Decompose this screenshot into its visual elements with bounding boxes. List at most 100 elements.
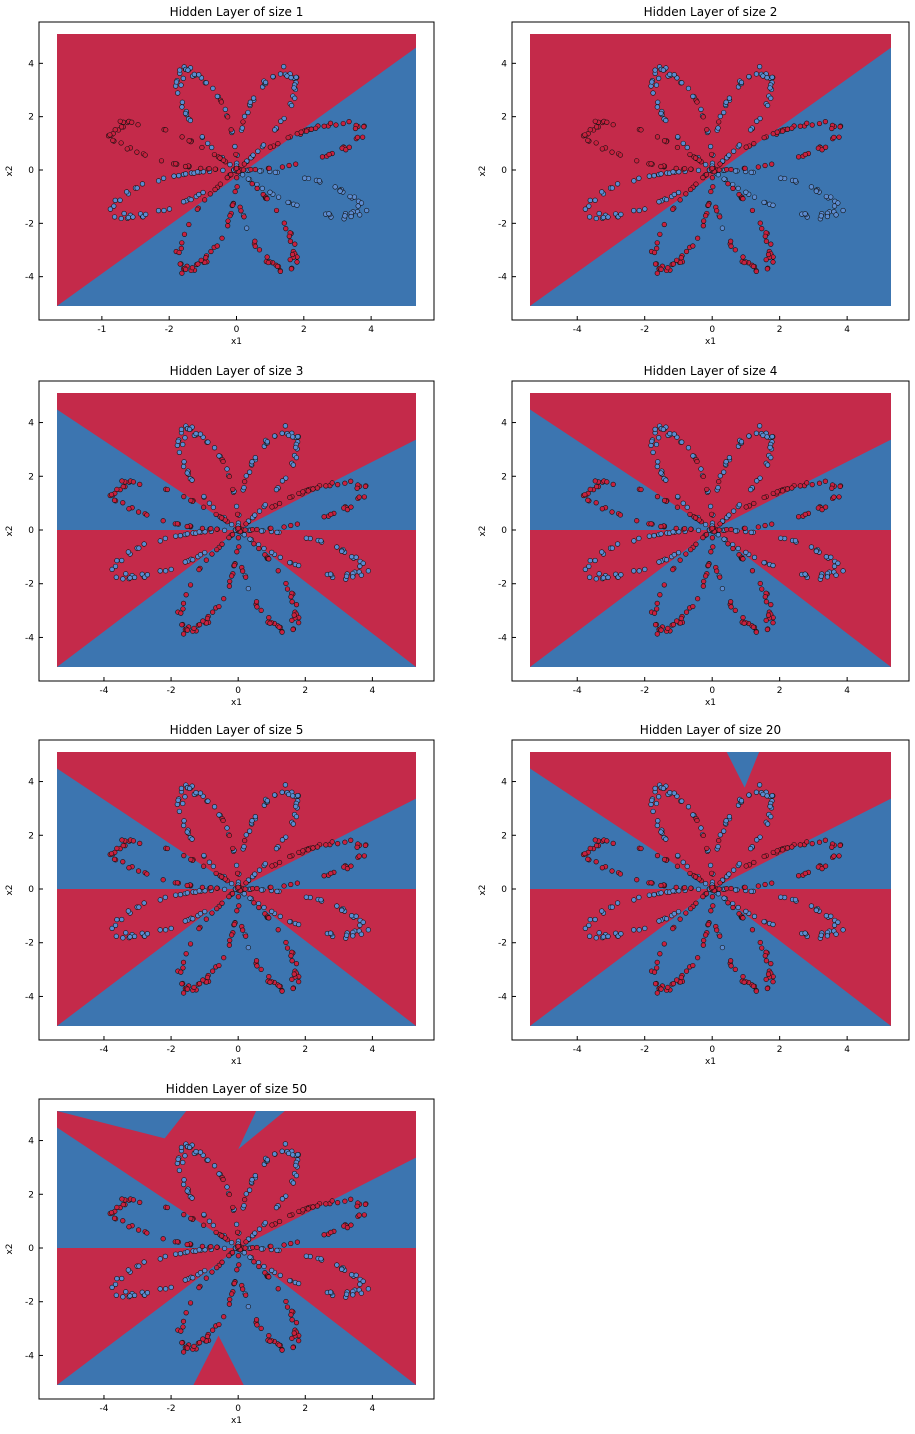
data-point: [615, 541, 621, 547]
data-point: [201, 852, 207, 859]
data-point: [296, 620, 302, 626]
x-tick-label: -4: [99, 686, 108, 696]
data-point: [186, 138, 192, 144]
data-point: [191, 625, 197, 632]
data-point: [675, 189, 682, 196]
data-point: [241, 844, 247, 850]
data-point: [310, 845, 316, 851]
chart-title: Hidden Layer of size 50: [166, 1082, 307, 1096]
data-point: [288, 75, 294, 81]
region-blue: [57, 889, 416, 1026]
data-point: [232, 143, 238, 150]
data-point: [226, 583, 232, 589]
data-point: [354, 134, 361, 140]
data-point: [657, 231, 663, 237]
data-point: [774, 489, 780, 495]
axes-frame: [38, 1098, 435, 1400]
data-point: [780, 488, 786, 494]
data-point: [275, 141, 281, 147]
data-point: [283, 834, 289, 840]
y-axis-label: x2: [478, 165, 488, 176]
data-point: [221, 596, 227, 602]
data-point: [354, 1203, 360, 1209]
data-point: [214, 547, 220, 553]
data-point: [141, 900, 147, 906]
data-point: [615, 900, 621, 906]
data-point: [296, 979, 302, 985]
data-point: [658, 266, 664, 273]
data-point: [674, 144, 681, 151]
data-point: [688, 166, 694, 172]
data-point: [144, 1290, 150, 1296]
data-point: [163, 1286, 169, 1292]
data-point: [183, 592, 189, 598]
y-axis-label: x2: [5, 165, 15, 176]
data-point: [234, 870, 241, 876]
data-point: [684, 504, 690, 510]
data-point: [321, 1232, 327, 1238]
data-point: [693, 900, 699, 906]
data-point: [732, 607, 738, 614]
data-point: [245, 585, 251, 592]
data-point: [335, 1200, 341, 1206]
data-point: [318, 538, 324, 544]
data-point: [763, 976, 769, 982]
data-point: [809, 482, 815, 488]
data-point: [178, 969, 184, 975]
data-point: [683, 248, 690, 255]
data-point: [648, 442, 654, 449]
data-point: [221, 886, 228, 892]
data-point: [314, 1203, 320, 1209]
data-point: [751, 141, 757, 147]
data-point: [725, 181, 731, 187]
data-point: [716, 478, 722, 485]
data-point: [229, 1291, 235, 1297]
data-point: [835, 919, 841, 925]
data-point: [239, 125, 245, 131]
data-point: [247, 469, 253, 475]
data-point: [653, 82, 660, 88]
data-point: [709, 884, 715, 890]
data-point: [216, 1171, 222, 1177]
data-point: [346, 144, 352, 150]
data-point: [636, 175, 642, 181]
subplot-6: Hidden Layer of size 20-4 -2 0 2 4-4-2024x1x…: [478, 723, 910, 1067]
data-point: [180, 441, 186, 448]
data-point: [241, 485, 247, 491]
data-point: [113, 1292, 119, 1298]
data-point: [654, 104, 660, 110]
data-point: [348, 863, 354, 869]
data-point: [688, 526, 694, 532]
data-point: [707, 503, 714, 509]
data-point: [204, 1333, 211, 1339]
data-point: [267, 1338, 273, 1344]
data-point: [256, 247, 263, 253]
data-point: [281, 1242, 287, 1248]
data-point: [665, 984, 671, 991]
data-point: [187, 582, 194, 588]
data-point: [266, 615, 272, 621]
data-point: [225, 114, 231, 120]
data-point: [687, 870, 693, 877]
data-point: [674, 504, 681, 510]
data-point: [692, 874, 699, 880]
data-point: [112, 1281, 119, 1288]
data-point: [226, 535, 232, 541]
data-point: [709, 894, 715, 900]
data-point: [279, 1196, 286, 1202]
data-point: [348, 478, 354, 484]
x-tick-label: -2: [167, 1045, 176, 1055]
data-point: [360, 560, 366, 566]
data-point: [759, 226, 765, 232]
data-point: [340, 120, 346, 127]
region-blue: [530, 889, 891, 1026]
data-point: [283, 226, 289, 232]
data-point: [313, 125, 319, 131]
data-point: [269, 908, 275, 914]
data-point: [708, 151, 715, 158]
data-point: [179, 270, 185, 276]
data-point: [809, 841, 815, 847]
data-point: [339, 907, 345, 913]
data-point: [770, 259, 776, 265]
data-point: [682, 166, 688, 172]
